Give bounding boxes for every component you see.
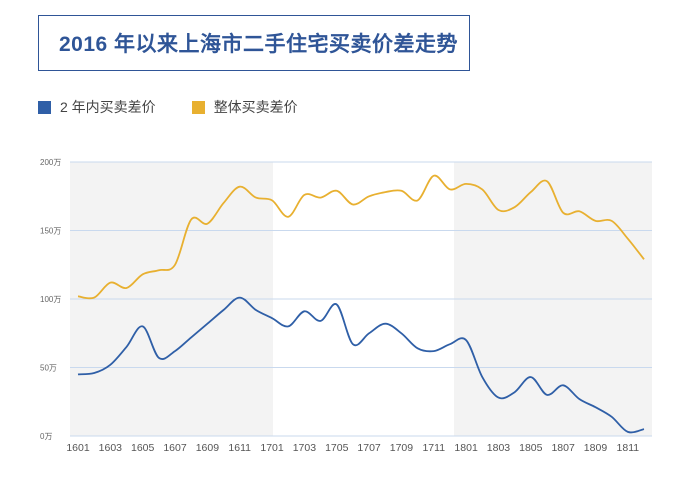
x-tick-label: 1711 <box>422 442 445 454</box>
x-tick-label: 1703 <box>293 442 317 454</box>
legend-item-2yr: 2 年内买卖差价 <box>38 97 156 117</box>
y-tick-label: 0万 <box>40 432 52 441</box>
x-tick-label: 1709 <box>390 442 414 454</box>
legend-label-overall: 整体买卖差价 <box>213 99 298 115</box>
x-tick-label: 1707 <box>357 442 381 454</box>
y-tick-label: 100万 <box>40 295 61 304</box>
x-tick-label: 1601 <box>66 442 90 454</box>
x-tick-label: 1701 <box>260 442 284 454</box>
x-tick-label: 1809 <box>584 442 608 454</box>
legend-swatch-2yr <box>38 100 51 114</box>
y-tick-label: 50万 <box>40 364 57 373</box>
x-tick-label: 1705 <box>325 442 349 454</box>
x-tick-label: 1807 <box>551 442 575 454</box>
y-tick-label: 200万 <box>40 158 61 167</box>
x-tick-label: 1607 <box>163 442 187 454</box>
legend-label-2yr: 2 年内买卖差价 <box>60 99 156 115</box>
x-tick-label: 1801 <box>454 442 478 454</box>
x-tick-label: 1805 <box>519 442 543 454</box>
x-tick-label: 1609 <box>196 442 220 454</box>
x-tick-label: 1611 <box>228 442 251 454</box>
legend-swatch-overall <box>191 100 205 114</box>
chart-title: 2016 年以来上海市二手住宅买卖价差走势 <box>38 15 470 71</box>
legend-item-overall: 整体买卖差价 <box>191 97 298 117</box>
y-tick-label: 150万 <box>40 227 61 236</box>
legend: 2 年内买卖差价 整体买卖差价 <box>38 97 298 117</box>
x-tick-label: 1811 <box>617 442 640 454</box>
x-tick-label: 1603 <box>99 442 123 454</box>
x-tick-label: 1605 <box>131 442 155 454</box>
series-line-overall <box>77 174 645 300</box>
series-line-2yr <box>77 296 645 434</box>
chart-title-text: 2016 年以来上海市二手住宅买卖价差走势 <box>59 33 459 56</box>
x-tick-label: 1803 <box>487 442 511 454</box>
